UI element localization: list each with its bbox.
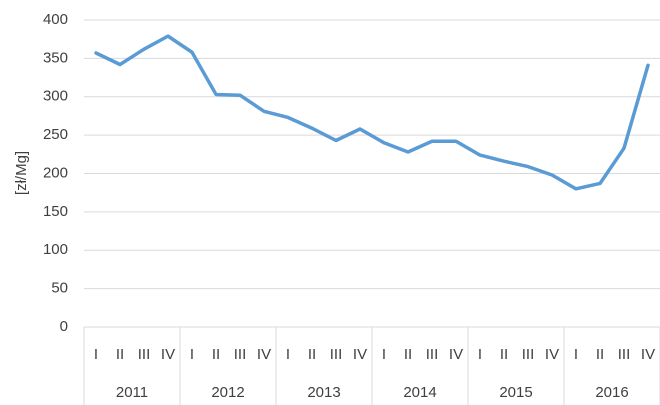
year-label: 2012	[211, 384, 244, 401]
x-tick-label: I	[382, 346, 386, 363]
line	[94, 34, 650, 191]
y-tick-label: 350	[43, 49, 68, 66]
y-tick-label: 150	[43, 203, 68, 220]
x-tick-label: IV	[353, 346, 367, 363]
year-label: 2013	[307, 384, 340, 401]
x-tick-label: III	[618, 346, 631, 363]
y-tick-label: 250	[43, 126, 68, 143]
y-tick-label: 400	[43, 11, 68, 28]
year-label: 2014	[403, 384, 436, 401]
y-tick-label: 50	[51, 280, 68, 297]
x-tick-label: I	[574, 346, 578, 363]
x-tick-label: II	[212, 346, 220, 363]
y-tick-label: 100	[43, 241, 68, 258]
year-label: 2016	[595, 384, 628, 401]
x-tick-label: I	[478, 346, 482, 363]
x-tick-label: IV	[257, 346, 271, 363]
x-tick-label: II	[116, 346, 124, 363]
x-tick-label: III	[234, 346, 247, 363]
x-tick-label: IV	[545, 346, 559, 363]
year-label: 2015	[499, 384, 532, 401]
x-tick-label: II	[404, 346, 412, 363]
x-tick-label: II	[308, 346, 316, 363]
x-tick-label: II	[596, 346, 604, 363]
y-tick-label: 0	[60, 318, 68, 335]
x-tick-label: IV	[449, 346, 463, 363]
x-tick-label: III	[426, 346, 439, 363]
x-tick-label: III	[330, 346, 343, 363]
x-tick-label: I	[94, 346, 98, 363]
x-tick-label: IV	[641, 346, 655, 363]
y-tick-label: 200	[43, 164, 68, 181]
x-tick-label: III	[522, 346, 535, 363]
y-tick-label: 300	[43, 88, 68, 105]
x-tick-label: IV	[161, 346, 175, 363]
y-axis-label: [zł/Mg]	[13, 151, 30, 195]
x-tick-label: III	[138, 346, 151, 363]
x-tick-label: I	[190, 346, 194, 363]
x-tick-label: II	[500, 346, 508, 363]
x-tick-label: I	[286, 346, 290, 363]
year-label: 2011	[116, 384, 148, 401]
